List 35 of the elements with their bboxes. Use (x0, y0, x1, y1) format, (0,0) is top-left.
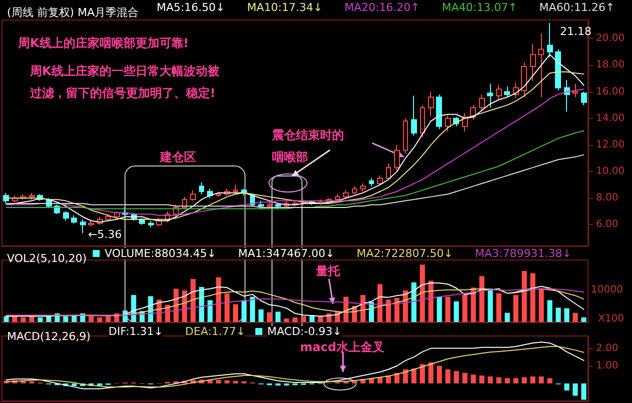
y-tick-label: 14.00 (596, 112, 625, 124)
legend-label: VOLUME:88034.45↓ (104, 247, 216, 260)
chart-title: (周线 前复权) MA月季混合 (7, 6, 139, 19)
text: DEA:1.77↓ (185, 325, 246, 338)
y-tick-label: 8.00 (596, 192, 618, 204)
legend-label: MACD:-0.93↓ (267, 325, 342, 338)
annotation: 周K线上的庄家咽喉部更加可靠! (17, 36, 189, 50)
text: MA10:17.34↓ (247, 1, 322, 14)
y-tick-label: 2.00 (596, 342, 618, 354)
y-tick-label: 16.00 (596, 86, 625, 98)
y-tick-label: 10.00 (596, 166, 625, 178)
y-tick-label: 20.00 (596, 33, 625, 44)
text: 10000 (591, 284, 623, 296)
text: X100 (598, 314, 624, 324)
text: MA1:347467.00↓ (238, 247, 335, 260)
y-tick-label: 12.00 (596, 139, 625, 150)
text: DIF:1.31↓ (108, 325, 164, 338)
annotation: 周K线上庄家的一些日常大幅波动被过滤，留下的信号更加明了、稳定! (29, 64, 220, 100)
chart-title: MACD(12,26,9) (7, 330, 91, 343)
annotation: 建仓区 (159, 150, 196, 164)
y-tick-label: 18.00 (596, 60, 625, 71)
annotation: ←5.36 (88, 228, 122, 241)
y-tick-label: 6.00 (596, 219, 618, 230)
text: MA2:722807.50↓ (356, 247, 453, 260)
text: MA40:13.07↑ (442, 1, 518, 14)
text: MA60:11.26↑ (539, 1, 615, 14)
text: MA5:16.50↓ (156, 1, 226, 14)
chart-title: VOL2(5,10,20) (7, 252, 87, 265)
text: MA20:16.20↑ (344, 1, 420, 14)
annotation: macd水上金叉 (300, 340, 384, 354)
annotation: 震仓结束时的咽喉部 (271, 128, 344, 164)
y-tick-label: 1.00 (596, 360, 618, 372)
text: MA3:789931.38↓ (475, 247, 572, 260)
annotation: 21.18 (560, 25, 592, 38)
annotation: 量托 (315, 264, 341, 278)
